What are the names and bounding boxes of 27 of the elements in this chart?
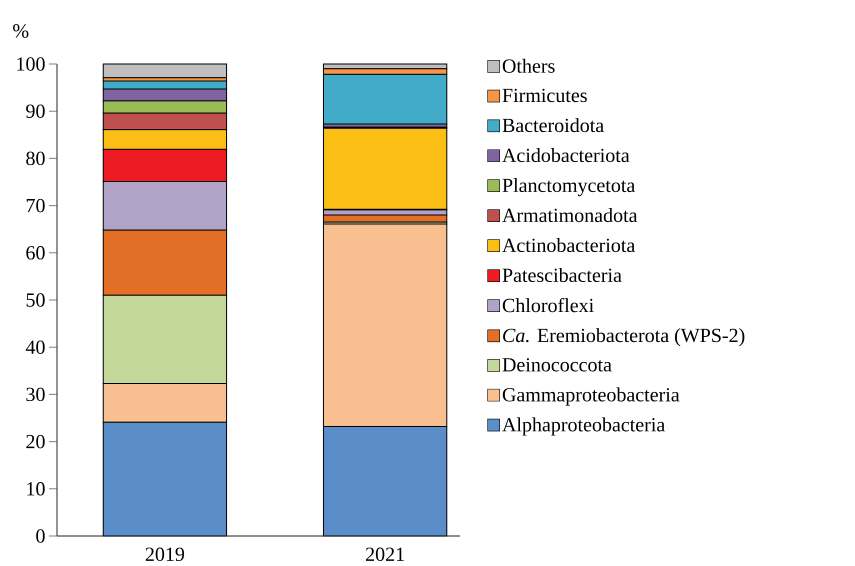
legend-label: Planctomycetota xyxy=(502,178,636,196)
y-tick-label: 0 xyxy=(36,529,45,543)
y-tick-label: 100 xyxy=(17,57,45,71)
y-tick-label: 80 xyxy=(26,152,45,166)
legend-label: Others xyxy=(502,58,555,73)
legend-label: Deinococcota xyxy=(502,358,612,372)
x-tick-label: 2021 xyxy=(366,548,404,562)
y-tick-label: 40 xyxy=(26,340,45,354)
y-tick-label: 70 xyxy=(26,198,45,212)
y-axis-title: % xyxy=(13,24,28,38)
y-tick-label: 90 xyxy=(26,104,45,118)
legend-label: Chloroflexi xyxy=(502,298,594,312)
legend-label: Actinobacteriota xyxy=(502,238,635,252)
y-tick-label: 30 xyxy=(26,388,45,402)
x-tick-label: 2019 xyxy=(146,548,184,562)
y-tick-label: 50 xyxy=(26,293,45,307)
y-tick-label: 60 xyxy=(26,246,45,260)
legend-label: Patescibacteria xyxy=(502,268,622,282)
legend-label: Armatimonadota xyxy=(502,208,638,222)
legend-label: Bacteroidota xyxy=(502,118,604,132)
legend-label: Gammaproteobacteria xyxy=(502,387,680,406)
y-tick-label: 10 xyxy=(27,482,45,496)
legend-label: Ca. Eremiobacterota (WPS-2) xyxy=(503,328,744,346)
legend-label: Firmicutes xyxy=(502,88,587,102)
legend-label: Alphaproteobacteria xyxy=(502,417,665,436)
y-tick-label: 20 xyxy=(26,434,45,448)
legend-label: Acidobacteriota xyxy=(502,148,630,162)
